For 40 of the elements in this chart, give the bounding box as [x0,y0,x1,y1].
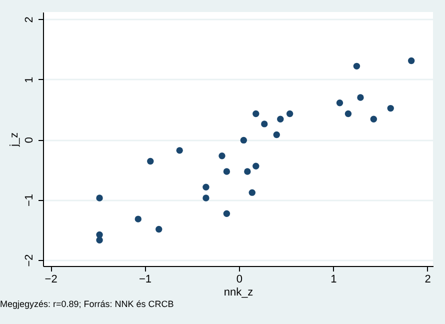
point [408,57,415,64]
point [176,147,183,154]
point [273,131,280,138]
y-tick-label: −1 [24,194,36,207]
point [240,136,248,144]
x-tick-label: −2 [44,274,58,286]
point [147,158,154,165]
y-tick-label: 2 [24,16,36,23]
x-axis-title: nnk_z [224,286,254,298]
x-tick-label: −1 [138,274,152,286]
y-tick-label: 0 [24,137,36,144]
point [134,216,142,222]
x-tick-label: 2 [424,274,431,286]
point [223,210,230,217]
x-tick-label: 1 [330,274,337,286]
point [202,194,210,202]
point [223,168,230,175]
point [353,62,360,70]
point [357,94,364,101]
y-tick-label: −2 [24,254,36,267]
point [387,104,394,112]
point [96,236,103,244]
point [244,168,251,175]
point [96,194,103,202]
point [286,110,294,118]
y-axis-title: j_z [8,132,20,148]
point [370,116,378,122]
text: Megjegyzés: r=0.89; Forrás: NNK és CRCB [0,299,174,309]
point [248,189,256,196]
point [202,184,210,190]
x-tick-label: 0 [236,274,243,286]
point [156,226,162,233]
point [252,110,260,118]
point [336,100,344,106]
point [344,110,352,118]
point [277,116,284,122]
point [261,120,268,128]
y-tick-label: 1 [24,76,36,83]
point [218,152,226,160]
point [252,162,260,170]
